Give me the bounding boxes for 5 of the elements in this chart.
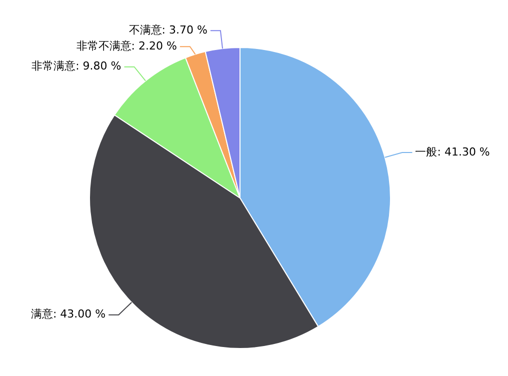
slice-label: 一般: 41.30 % xyxy=(415,145,490,158)
slice-label: 不满意: 3.70 % xyxy=(128,23,208,36)
slice-label: 满意: 43.00 % xyxy=(30,308,106,321)
slice-label: 非常不满意: 2.20 % xyxy=(76,39,177,52)
slice-label: 非常满意: 9.80 % xyxy=(32,60,122,73)
